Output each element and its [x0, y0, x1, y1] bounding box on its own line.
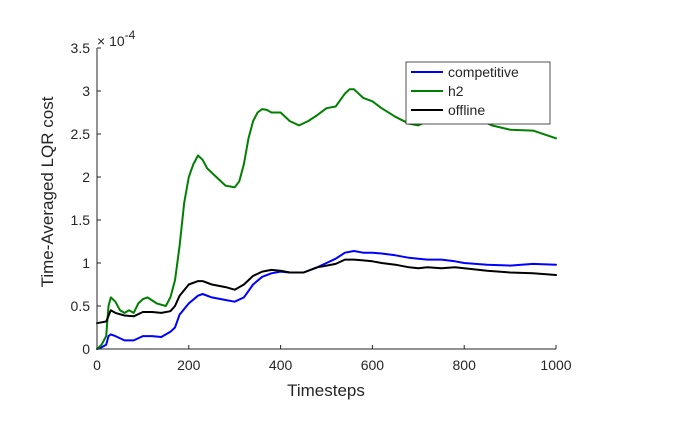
- x-tick-label: 800: [453, 357, 477, 373]
- series-line-h2: [96, 88, 557, 350]
- y-tick-label: 2.5: [71, 126, 91, 142]
- x-tick-label: 1000: [540, 357, 571, 373]
- legend-label-competitive: competitive: [448, 64, 519, 80]
- y-tick-label: 0: [82, 341, 90, 357]
- series-line-offline: [96, 258, 557, 325]
- x-tick-label: 400: [269, 357, 293, 373]
- y-multiplier-exponent: -4: [125, 28, 136, 42]
- legend-label-h2: h2: [448, 83, 464, 99]
- x-axis-label: Timesteps: [287, 381, 365, 400]
- y-multiplier-base: × 10: [97, 33, 125, 49]
- series-line-competitive: [96, 250, 557, 350]
- legend-item-offline: offline: [411, 102, 485, 118]
- x-tick-label: 200: [177, 357, 201, 373]
- y-tick-label: 2: [82, 169, 90, 185]
- y-multiplier: × 10-4: [97, 28, 136, 49]
- y-tick-label: 0.5: [71, 298, 91, 314]
- x-tick-label: 600: [361, 357, 385, 373]
- y-axis-label: Time-Averaged LQR cost: [38, 96, 57, 287]
- legend-item-h2: h2: [411, 83, 464, 99]
- y-tick-label: 1: [82, 255, 90, 271]
- legend: competitive h2 offline: [405, 61, 551, 125]
- y-tick-label: 3: [82, 83, 90, 99]
- x-tick-label: 0: [93, 357, 101, 373]
- ticks-layer: 0 200 400 600 800 1000 0 0.5 1 1.5 2 2.5 3 3.5: [71, 40, 572, 373]
- legend-label-offline: offline: [448, 102, 485, 118]
- legend-item-competitive: competitive: [411, 64, 519, 80]
- axes-layer: [96, 48, 556, 350]
- series-layer: [96, 88, 557, 350]
- y-tick-label: 1.5: [71, 212, 91, 228]
- y-tick-label: 3.5: [71, 40, 91, 56]
